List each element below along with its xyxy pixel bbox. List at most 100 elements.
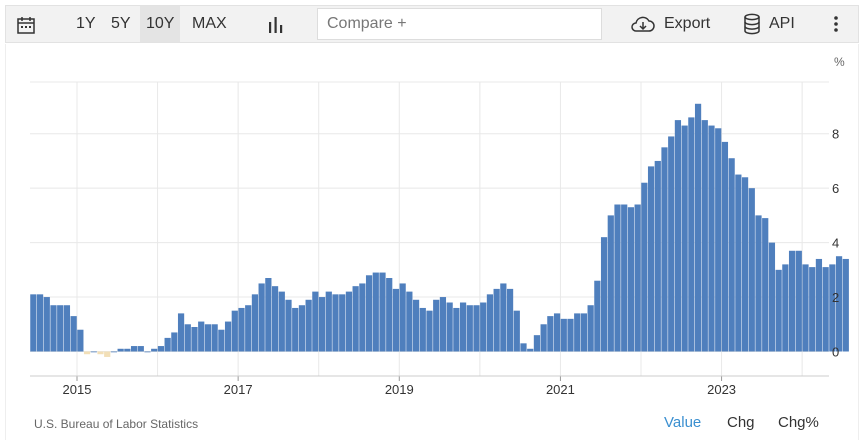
bar[interactable]	[124, 348, 131, 352]
bar[interactable]	[184, 324, 191, 352]
bar[interactable]	[399, 283, 406, 352]
bar[interactable]	[513, 310, 520, 352]
bar[interactable]	[332, 294, 339, 352]
bar[interactable]	[36, 294, 44, 352]
bar[interactable]	[177, 313, 185, 352]
bar[interactable]	[486, 294, 494, 352]
bar[interactable]	[721, 141, 729, 352]
bar[interactable]	[191, 327, 198, 352]
bar[interactable]	[553, 313, 561, 352]
bar[interactable]	[312, 291, 319, 352]
calendar-icon[interactable]	[16, 15, 36, 35]
bar[interactable]	[359, 283, 366, 352]
bar[interactable]	[392, 288, 400, 352]
bar[interactable]	[822, 267, 829, 352]
bar[interactable]	[271, 286, 279, 352]
bar[interactable]	[466, 305, 473, 352]
range-10y-button[interactable]: 10Y	[140, 6, 181, 42]
bar[interactable]	[278, 291, 285, 352]
bar[interactable]	[674, 120, 682, 352]
bar[interactable]	[829, 264, 836, 352]
bar[interactable]	[426, 310, 433, 352]
bar[interactable]	[500, 283, 507, 352]
bar[interactable]	[130, 346, 138, 352]
bar[interactable]	[815, 258, 823, 352]
bar[interactable]	[325, 291, 332, 352]
bar[interactable]	[547, 316, 554, 352]
bar[interactable]	[345, 291, 353, 352]
bar[interactable]	[50, 305, 57, 352]
bar[interactable]	[204, 324, 212, 352]
bar[interactable]	[218, 329, 225, 352]
bar[interactable]	[768, 242, 776, 352]
bar[interactable]	[493, 288, 500, 352]
bar[interactable]	[446, 302, 453, 352]
bar[interactable]	[198, 321, 205, 352]
bar[interactable]	[728, 158, 735, 352]
bar[interactable]	[224, 321, 232, 352]
bar[interactable]	[164, 337, 171, 352]
mode-chg-button[interactable]: Chg	[727, 414, 755, 431]
bar[interactable]	[77, 329, 84, 352]
bar[interactable]	[614, 204, 621, 352]
bar[interactable]	[681, 125, 688, 352]
bar[interactable]	[285, 299, 292, 352]
cloud-download-icon[interactable]	[630, 15, 656, 35]
bar[interactable]	[520, 343, 527, 352]
bar[interactable]	[567, 318, 574, 352]
bar[interactable]	[258, 283, 265, 352]
bar[interactable]	[708, 125, 715, 352]
bar[interactable]	[621, 204, 628, 352]
bar[interactable]	[238, 307, 245, 352]
mode-chg-percent-button[interactable]: Chg%	[778, 414, 819, 431]
bar-chart-icon[interactable]	[267, 16, 285, 34]
bar[interactable]	[641, 182, 648, 352]
bar[interactable]	[104, 351, 111, 357]
bar[interactable]	[473, 305, 480, 352]
bar[interactable]	[802, 264, 809, 352]
bar[interactable]	[453, 307, 460, 352]
bar[interactable]	[701, 120, 708, 352]
bar[interactable]	[90, 351, 97, 353]
bar[interactable]	[782, 264, 789, 352]
bar[interactable]	[755, 215, 762, 352]
bar[interactable]	[251, 294, 259, 352]
bar[interactable]	[379, 272, 386, 352]
bar[interactable]	[574, 313, 581, 352]
bar[interactable]	[540, 324, 547, 352]
mode-value-button[interactable]: Value	[664, 414, 702, 431]
bar[interactable]	[654, 160, 661, 352]
database-icon[interactable]	[743, 13, 761, 35]
bar[interactable]	[265, 278, 272, 352]
bar[interactable]	[459, 302, 467, 352]
bar[interactable]	[506, 288, 514, 352]
bar[interactable]	[433, 299, 440, 352]
bar[interactable]	[245, 305, 252, 352]
range-5y-button[interactable]: 5Y	[111, 15, 131, 32]
bar[interactable]	[419, 307, 426, 352]
bar[interactable]	[607, 215, 614, 352]
bar[interactable]	[694, 103, 702, 352]
range-1y-button[interactable]: 1Y	[76, 15, 96, 32]
more-vertical-icon[interactable]	[832, 14, 840, 34]
bar[interactable]	[406, 291, 413, 352]
bar[interactable]	[668, 136, 675, 352]
bar[interactable]	[30, 294, 37, 352]
bar[interactable]	[63, 305, 71, 352]
bar[interactable]	[372, 272, 379, 352]
api-button[interactable]: API	[769, 15, 795, 32]
bar[interactable]	[57, 305, 64, 352]
bar[interactable]	[627, 207, 635, 352]
bar[interactable]	[775, 269, 782, 352]
bar[interactable]	[305, 299, 312, 352]
bar[interactable]	[788, 250, 796, 352]
bar[interactable]	[352, 286, 359, 352]
bar[interactable]	[83, 351, 91, 355]
bar[interactable]	[741, 177, 749, 352]
bar[interactable]	[339, 294, 346, 352]
bar[interactable]	[157, 346, 165, 352]
bar[interactable]	[647, 166, 655, 352]
bar[interactable]	[298, 305, 306, 352]
inflation-bar-chart[interactable]: 0 2 4 6 8 2015 2017 2019 2021 2023 %	[6, 44, 860, 440]
bar[interactable]	[795, 250, 802, 352]
